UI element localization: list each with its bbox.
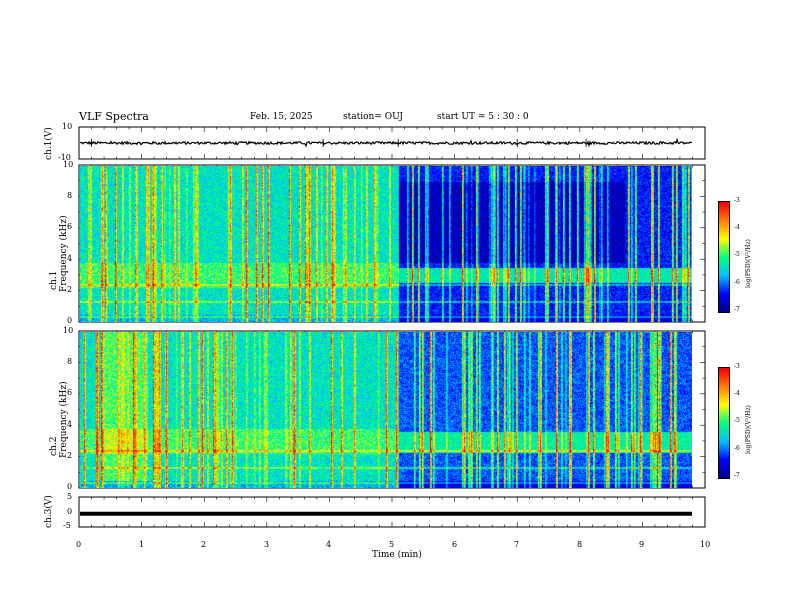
ch3-waveform-ylabel: ch.3(V)	[44, 495, 54, 528]
ch1-waveform-line	[79, 137, 693, 148]
spec1-ytick: 2	[67, 285, 73, 294]
spec2-ytick: 8	[67, 357, 73, 366]
x-tick-label: 9	[639, 540, 645, 549]
date-label: Feb. 15, 2025	[250, 112, 313, 122]
x-tick-label: 1	[139, 540, 145, 549]
cbar2-tick: -4	[734, 390, 740, 397]
cbar2-tick: -5	[734, 417, 740, 424]
spec2-ytick: 6	[67, 388, 73, 397]
station-label: station= OUJ	[343, 112, 404, 122]
x-tick-label: 2	[201, 540, 207, 549]
start-time-label: start UT = 5 : 30 : 0	[437, 112, 529, 122]
cbar2-tick: -3	[734, 363, 740, 370]
ch2-spectrogram	[80, 332, 692, 488]
ch2-colorbar	[718, 367, 730, 479]
cbar1-tick: -6	[734, 279, 740, 286]
ch3-ytick: 0	[67, 507, 73, 516]
cbar1-tick: -3	[734, 197, 740, 204]
spec1-ytick: 4	[67, 254, 73, 263]
ch2-spectrogram-ylabel-channel: ch.2	[49, 436, 59, 456]
cbar2-label: log(PSD)(V²/Hz)	[745, 405, 752, 454]
x-tick-label: 3	[264, 540, 270, 549]
cbar1-tick: -4	[734, 224, 740, 231]
ch3-ytick: -5	[63, 521, 71, 530]
spec2-ytick: 2	[67, 451, 73, 460]
figure-title: VLF Spectra	[79, 110, 149, 123]
ch1-waveform-ylabel: ch.1(V)	[44, 127, 54, 160]
cbar2-tick: -6	[734, 445, 740, 452]
cbar1-tick: -5	[734, 251, 740, 258]
spec2-ytick: 0	[67, 482, 73, 491]
spec1-ytick: 6	[67, 222, 73, 231]
ch1-spectrogram-ylabel-channel: ch.1	[49, 270, 59, 290]
x-tick-label: 5	[389, 540, 395, 549]
x-axis-label: Time (min)	[372, 550, 422, 560]
cbar1-tick: -7	[734, 306, 740, 313]
x-tick-label: 8	[577, 540, 583, 549]
x-tick-label: 10	[700, 540, 711, 549]
x-tick-label: 4	[326, 540, 332, 549]
spec2-ytick: 10	[63, 326, 74, 335]
cbar1-label: log(PSD)(V²/Hz)	[745, 239, 752, 288]
spec2-ytick: 4	[67, 420, 73, 429]
x-tick-label: 6	[452, 540, 458, 549]
cbar2-tick: -7	[734, 472, 740, 479]
x-tick-label: 0	[76, 540, 82, 549]
ch1-ytick: 10	[62, 122, 73, 131]
spec1-ytick: 0	[67, 316, 73, 325]
x-tick-label: 7	[514, 540, 520, 549]
ch1-spectrogram	[80, 166, 692, 322]
ch1-waveform	[79, 137, 693, 148]
ch1-ytick: -10	[58, 153, 71, 162]
spec1-ytick: 8	[67, 191, 73, 200]
ch1-colorbar	[718, 201, 730, 313]
ch3-ytick: 5	[67, 492, 73, 501]
spec1-ytick: 10	[63, 160, 74, 169]
